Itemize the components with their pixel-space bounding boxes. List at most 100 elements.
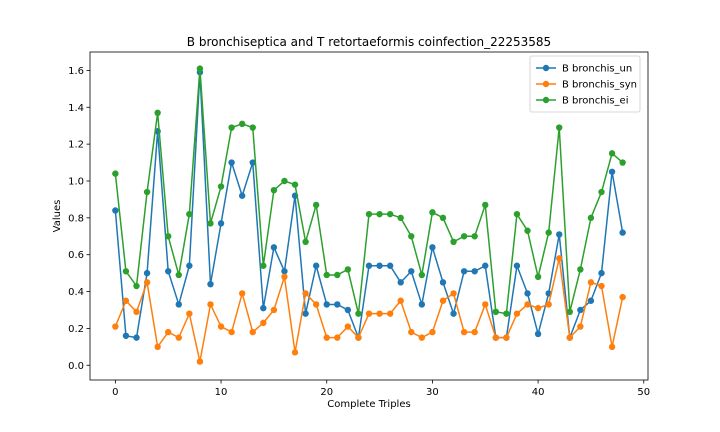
data-point — [545, 229, 552, 236]
data-point — [376, 210, 383, 218]
data-point — [482, 301, 489, 308]
data-point — [312, 301, 320, 308]
data-point — [418, 334, 426, 341]
data-point — [228, 328, 235, 336]
x-tick-label: 10 — [215, 387, 228, 398]
data-point — [291, 181, 299, 188]
data-point — [112, 207, 119, 214]
data-point — [249, 159, 256, 166]
data-point — [397, 297, 404, 304]
x-tick-label: 0 — [112, 387, 118, 398]
data-point — [471, 233, 478, 240]
data-point — [408, 233, 415, 240]
data-point — [281, 177, 288, 185]
data-point — [207, 301, 214, 308]
data-point — [460, 233, 468, 240]
data-point — [122, 297, 130, 304]
data-point — [270, 306, 278, 314]
data-point — [196, 358, 204, 365]
data-point — [429, 244, 436, 251]
data-point — [365, 262, 373, 269]
data-point — [133, 334, 140, 341]
legend: B bronchis_un B bronchis_syn B bronchis_ei — [529, 55, 641, 113]
data-point — [619, 229, 626, 236]
data-point — [492, 308, 500, 316]
legend-label: B bronchis_ei — [562, 96, 629, 107]
data-point — [154, 109, 161, 117]
data-point — [312, 262, 320, 269]
data-point — [217, 323, 225, 330]
data-point — [587, 279, 595, 286]
data-point — [207, 220, 214, 227]
data-point — [471, 268, 478, 275]
data-point — [165, 328, 172, 336]
data-point — [482, 262, 489, 269]
data-point — [598, 188, 605, 196]
data-point — [165, 268, 172, 275]
data-point — [165, 233, 172, 240]
data-point — [143, 269, 151, 277]
legend-marker — [542, 80, 550, 88]
data-point — [334, 334, 341, 341]
axes: 0 10 20 30 40 50 0.0 0.2 0.4 0.6 0.8 1.0 1.2 1.4 1.6 — [68, 51, 650, 398]
x-tick-label: 40 — [532, 387, 545, 398]
data-point — [545, 301, 552, 308]
data-point — [281, 268, 288, 275]
legend-item: B bronchis_ei — [536, 96, 629, 107]
data-point — [186, 310, 193, 317]
data-point — [365, 210, 373, 218]
y-tick-label: 0.2 — [68, 324, 84, 335]
data-point — [260, 304, 267, 312]
data-point — [524, 290, 531, 297]
y-axis-title: Values — [52, 200, 63, 233]
data-point — [143, 188, 151, 196]
data-point — [513, 310, 521, 317]
data-point — [238, 192, 246, 199]
data-point — [344, 323, 352, 330]
data-point — [577, 266, 584, 273]
legend-label: B bronchis_syn — [562, 80, 637, 91]
data-point — [534, 273, 542, 281]
data-point — [217, 220, 225, 227]
data-point — [598, 269, 605, 277]
data-point — [365, 310, 373, 317]
legend-label: B bronchis_un — [562, 64, 632, 75]
series-2 — [112, 255, 626, 365]
data-point — [608, 343, 616, 351]
y-tick-label: 1.2 — [68, 140, 84, 151]
data-point — [133, 282, 140, 290]
data-point — [524, 301, 531, 308]
data-point — [112, 323, 119, 330]
data-point — [577, 323, 584, 330]
data-point — [355, 334, 362, 341]
data-point — [217, 183, 225, 190]
data-point — [186, 262, 193, 269]
data-point — [344, 266, 352, 273]
data-point — [186, 210, 193, 218]
data-point — [207, 280, 214, 288]
data-point — [619, 293, 626, 301]
y-tick-label: 0.8 — [68, 213, 84, 224]
data-point — [334, 301, 341, 308]
data-point — [482, 201, 489, 209]
data-point — [503, 310, 510, 317]
data-point — [334, 271, 341, 279]
data-point — [376, 310, 383, 317]
x-axis-title: Complete Triples — [327, 399, 410, 410]
data-point — [608, 168, 616, 175]
data-point — [344, 306, 352, 314]
data-point — [175, 301, 182, 308]
data-point — [122, 332, 130, 339]
data-point — [450, 290, 457, 297]
data-point — [260, 319, 267, 327]
data-point — [556, 124, 563, 131]
data-point — [450, 310, 457, 317]
data-point — [460, 328, 468, 336]
data-point — [228, 124, 235, 131]
data-point — [566, 308, 573, 316]
data-point — [439, 297, 447, 304]
data-point — [460, 268, 468, 275]
data-point — [323, 271, 330, 279]
data-point — [408, 328, 415, 336]
y-tick-label: 0.6 — [68, 250, 84, 261]
